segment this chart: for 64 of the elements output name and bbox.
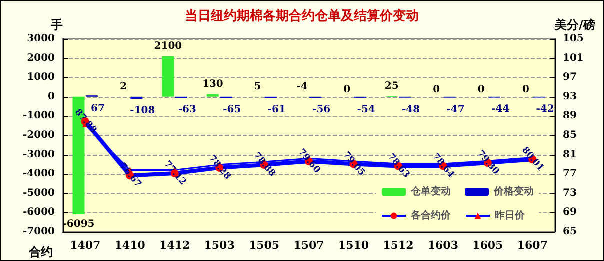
- data-label: -6095: [62, 219, 95, 230]
- legend-label: 仓单变动: [410, 186, 451, 198]
- x-tick-label: 1605: [472, 239, 504, 252]
- x-tick-label: 1412: [160, 239, 190, 252]
- y2-tick-label: 69: [563, 207, 577, 218]
- data-label: -4: [296, 81, 308, 92]
- data-label: 5: [254, 81, 262, 92]
- bar: [162, 56, 174, 97]
- y2-tick-label: 77: [563, 168, 577, 180]
- data-label: -108: [130, 105, 156, 116]
- x-tick-label: 1503: [204, 239, 235, 252]
- data-label: -44: [491, 104, 510, 116]
- legend-label: 昨日价: [495, 210, 526, 222]
- y2-axis-title: 美分/磅: [554, 18, 596, 32]
- y-tick-label: -6000: [23, 207, 56, 218]
- y-tick-label: 3000: [27, 34, 56, 44]
- y-tick-label: 1000: [27, 72, 56, 84]
- x-axis-title: 合约: [28, 245, 53, 259]
- data-label: -63: [178, 104, 196, 116]
- x-tick-label: 1512: [383, 239, 414, 252]
- chart-title: 当日纽约期棉各期合约仓单及结算价变动: [185, 8, 419, 24]
- data-label: -61: [268, 104, 286, 116]
- data-label: -47: [446, 104, 465, 116]
- x-tick-label: 1510: [338, 239, 370, 252]
- y2-tick-label: 85: [563, 130, 577, 141]
- data-label: -56: [312, 104, 331, 116]
- y2-tick-label: 97: [563, 72, 577, 84]
- data-label: 0: [344, 84, 351, 96]
- x-tick-label: 1607: [517, 239, 548, 252]
- data-label: 2: [120, 81, 128, 92]
- y2-tick-label: 93: [563, 91, 577, 102]
- legend-label: 价格变动: [493, 186, 534, 198]
- y-tick-label: 0: [48, 91, 56, 102]
- x-tick-label: 1407: [70, 239, 101, 252]
- data-label: 0: [522, 84, 530, 96]
- y-tick-label: -3000: [23, 149, 56, 160]
- legend-label: 各合约价: [410, 210, 452, 222]
- data-label: 25: [384, 80, 399, 92]
- data-label: 0: [433, 84, 440, 96]
- data-label: 130: [202, 78, 224, 90]
- data-label: -42: [536, 104, 554, 116]
- y2-tick-label: 89: [563, 110, 577, 122]
- x-tick-label: 1505: [248, 239, 280, 252]
- y2-tick-label: 101: [563, 52, 584, 64]
- data-label: -65: [223, 104, 242, 116]
- data-label: 2100: [154, 40, 182, 52]
- data-label: -54: [357, 104, 376, 116]
- y2-tick-label: 105: [563, 34, 584, 44]
- y-tick-label: 2000: [27, 52, 56, 64]
- bar: [206, 94, 219, 97]
- x-tick-label: 1603: [428, 239, 458, 252]
- y-tick-label: -5000: [23, 188, 56, 199]
- x-tick-label: 1410: [114, 239, 146, 252]
- y-axis-title: 手: [50, 18, 63, 32]
- x-tick-label: 1507: [294, 239, 324, 252]
- data-label: -48: [402, 104, 420, 116]
- y2-tick-label: 81: [563, 149, 577, 160]
- y2-tick-label: 65: [563, 226, 577, 238]
- y-tick-label: -7000: [23, 226, 56, 238]
- y-tick-label: -4000: [23, 168, 56, 180]
- y-tick-label: -1000: [23, 110, 56, 122]
- y-tick-label: -2000: [23, 130, 56, 141]
- data-label: 0: [478, 84, 485, 96]
- y2-tick-label: 73: [563, 188, 577, 199]
